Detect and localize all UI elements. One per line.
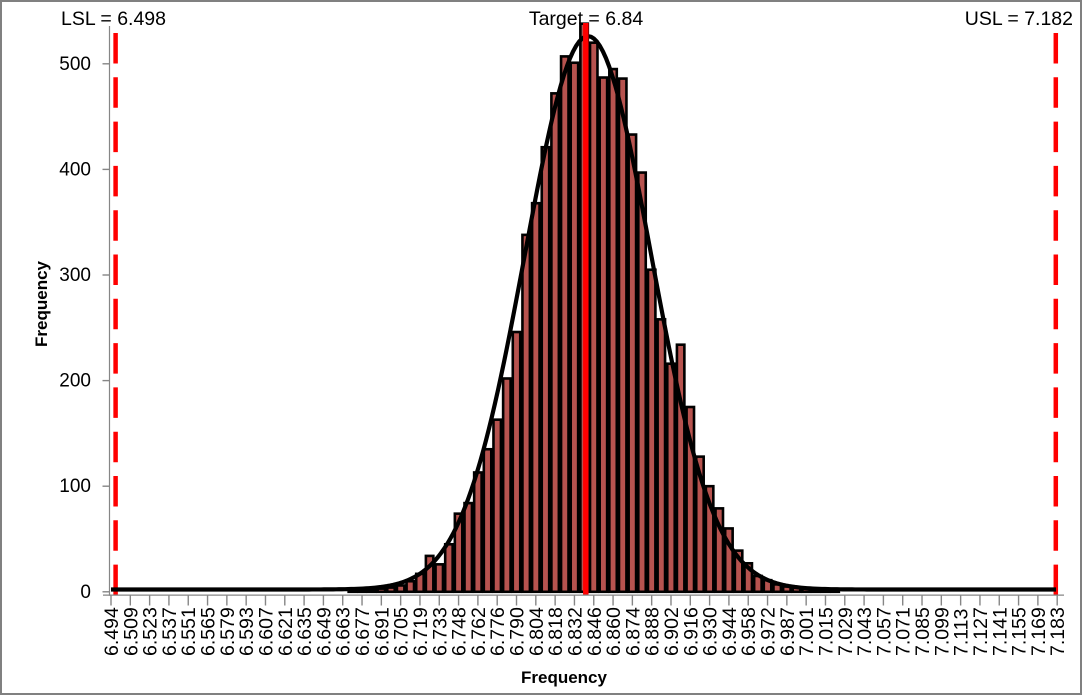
svg-text:7.085: 7.085 [912, 607, 934, 656]
svg-text:LSL = 6.498: LSL = 6.498 [61, 8, 166, 30]
svg-text:200: 200 [59, 371, 91, 392]
svg-text:6.804: 6.804 [526, 607, 548, 656]
svg-text:6.944: 6.944 [719, 607, 741, 656]
svg-text:7.099: 7.099 [931, 607, 953, 656]
svg-text:7.169: 7.169 [1028, 607, 1050, 656]
svg-text:6.790: 6.790 [507, 607, 529, 656]
svg-text:6.523: 6.523 [140, 607, 162, 656]
svg-text:6.649: 6.649 [313, 607, 335, 656]
svg-text:6.762: 6.762 [468, 607, 490, 656]
svg-text:6.972: 6.972 [758, 607, 780, 656]
svg-text:7.071: 7.071 [893, 607, 915, 656]
svg-text:0: 0 [80, 582, 91, 603]
svg-text:6.987: 6.987 [777, 607, 799, 656]
svg-text:7.015: 7.015 [815, 607, 837, 656]
svg-text:6.719: 6.719 [410, 607, 432, 656]
svg-text:Frequency: Frequency [521, 668, 608, 687]
svg-text:6.874: 6.874 [622, 607, 644, 656]
svg-text:Target = 6.84: Target = 6.84 [529, 8, 644, 30]
svg-text:6.902: 6.902 [661, 607, 683, 656]
svg-text:6.551: 6.551 [178, 607, 200, 656]
svg-text:6.663: 6.663 [333, 607, 355, 656]
svg-text:6.635: 6.635 [294, 607, 316, 656]
svg-text:7.141: 7.141 [989, 607, 1011, 656]
svg-text:6.846: 6.846 [584, 607, 606, 656]
svg-text:6.621: 6.621 [275, 607, 297, 656]
svg-text:6.593: 6.593 [236, 607, 258, 656]
svg-text:100: 100 [59, 476, 91, 497]
svg-text:500: 500 [59, 54, 91, 75]
svg-text:6.579: 6.579 [217, 607, 239, 656]
svg-text:6.537: 6.537 [159, 607, 181, 656]
svg-text:6.748: 6.748 [449, 607, 471, 656]
svg-text:6.916: 6.916 [680, 607, 702, 656]
svg-text:400: 400 [59, 159, 91, 180]
svg-text:7.029: 7.029 [835, 607, 857, 656]
svg-text:7.155: 7.155 [1009, 607, 1031, 656]
svg-text:USL = 7.182: USL = 7.182 [965, 8, 1073, 30]
svg-text:6.607: 6.607 [255, 607, 277, 656]
svg-text:6.818: 6.818 [545, 607, 567, 656]
svg-text:6.860: 6.860 [603, 607, 625, 656]
svg-text:6.509: 6.509 [120, 607, 142, 656]
svg-text:7.183: 7.183 [1047, 607, 1069, 656]
svg-text:6.565: 6.565 [198, 607, 220, 656]
svg-text:6.705: 6.705 [391, 607, 413, 656]
svg-text:7.001: 7.001 [796, 607, 818, 656]
svg-text:6.677: 6.677 [352, 607, 374, 656]
svg-text:6.888: 6.888 [642, 607, 664, 656]
svg-text:6.832: 6.832 [564, 607, 586, 656]
svg-text:6.930: 6.930 [700, 607, 722, 656]
svg-text:7.113: 7.113 [951, 609, 973, 656]
svg-text:6.494: 6.494 [101, 607, 123, 656]
svg-text:7.057: 7.057 [873, 607, 895, 656]
svg-text:6.776: 6.776 [487, 607, 509, 656]
svg-text:Frequency: Frequency [32, 260, 51, 347]
svg-text:6.733: 6.733 [429, 607, 451, 656]
svg-text:6.958: 6.958 [738, 607, 760, 656]
svg-text:300: 300 [59, 265, 91, 286]
svg-text:6.691: 6.691 [371, 607, 393, 656]
svg-text:7.127: 7.127 [970, 607, 992, 656]
svg-text:7.043: 7.043 [854, 607, 876, 656]
